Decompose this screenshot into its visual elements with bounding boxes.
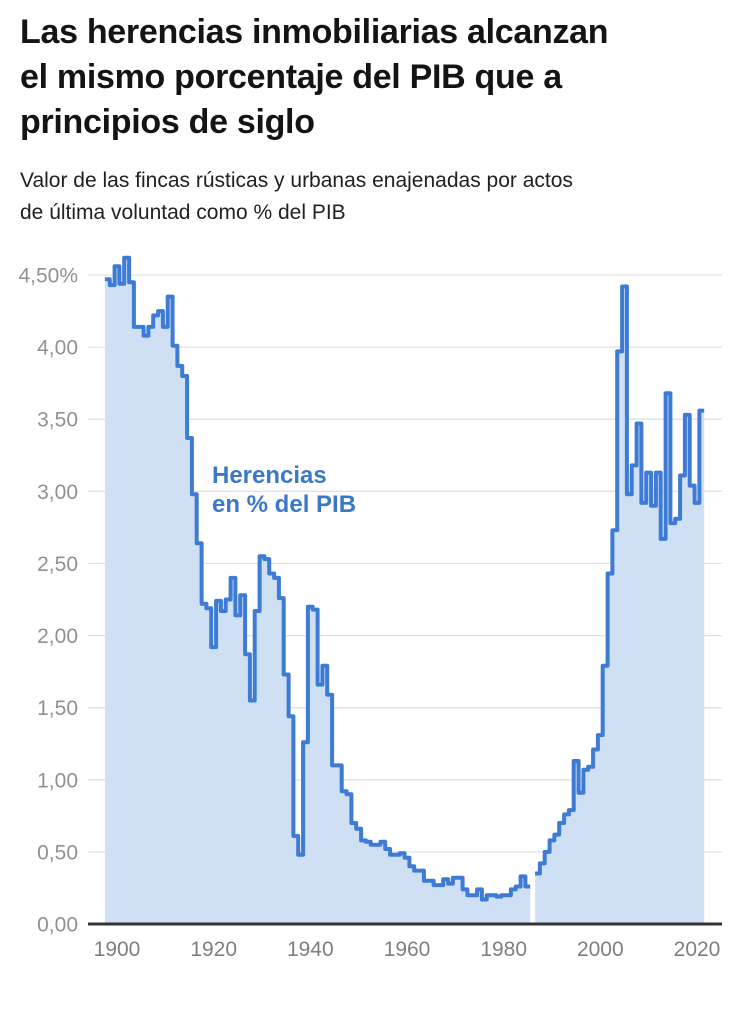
x-tick-label: 1960	[384, 938, 431, 961]
headline: Las herencias inmobiliarias alcanzan el …	[20, 10, 722, 145]
inheritance-gdp-figure: 4,50% 4,00 3,50 3,00 2,50 2,00 1,50 1,00 0,50 0,0…	[0, 243, 742, 988]
series-annotation-line-2: en % del PIB	[212, 491, 356, 518]
headline-line-3: principios de siglo	[20, 103, 315, 141]
area-fill	[104, 257, 531, 924]
y-tick-label: 2,50	[37, 553, 78, 576]
x-tick-label: 1940	[287, 938, 334, 961]
y-tick-label: 4,50%	[18, 265, 78, 288]
step-line	[535, 284, 705, 876]
article-page: Las herencias inmobiliarias alcanzan el …	[0, 10, 742, 988]
y-tick-label: 3,00	[37, 481, 78, 504]
y-tick-label: 0,50	[37, 841, 78, 864]
series-annotation-line-1: Herencias	[212, 462, 327, 489]
chart-subtitle: Valor de las fincas rústicas y urbanas e…	[20, 165, 722, 229]
y-tick-label: 0,00	[37, 914, 78, 937]
x-tick-label: 1920	[190, 938, 237, 961]
headline-line-2: el mismo porcentaje del PIB que a	[20, 58, 562, 96]
step-line	[104, 255, 531, 902]
headline-line-1: Las herencias inmobiliarias alcanzan	[20, 13, 609, 51]
x-tick-label: 1900	[94, 938, 141, 961]
x-tick-label: 2000	[577, 938, 624, 961]
y-tick-label: 4,00	[37, 337, 78, 360]
step-area-chart: 4,50% 4,00 3,50 3,00 2,50 2,00 1,50 1,00 0,50 0,0…	[18, 255, 722, 961]
y-tick-label: 3,50	[37, 409, 78, 432]
x-tick-label: 2020	[674, 938, 721, 961]
y-tick-label: 1,50	[37, 697, 78, 720]
subtitle-line-2: de última voluntad como % del PIB	[20, 201, 346, 224]
subtitle-line-1: Valor de las fincas rústicas y urbanas e…	[20, 169, 573, 192]
y-tick-label: 2,00	[37, 625, 78, 648]
y-tick-label: 1,00	[37, 769, 78, 792]
x-tick-label: 1980	[480, 938, 527, 961]
